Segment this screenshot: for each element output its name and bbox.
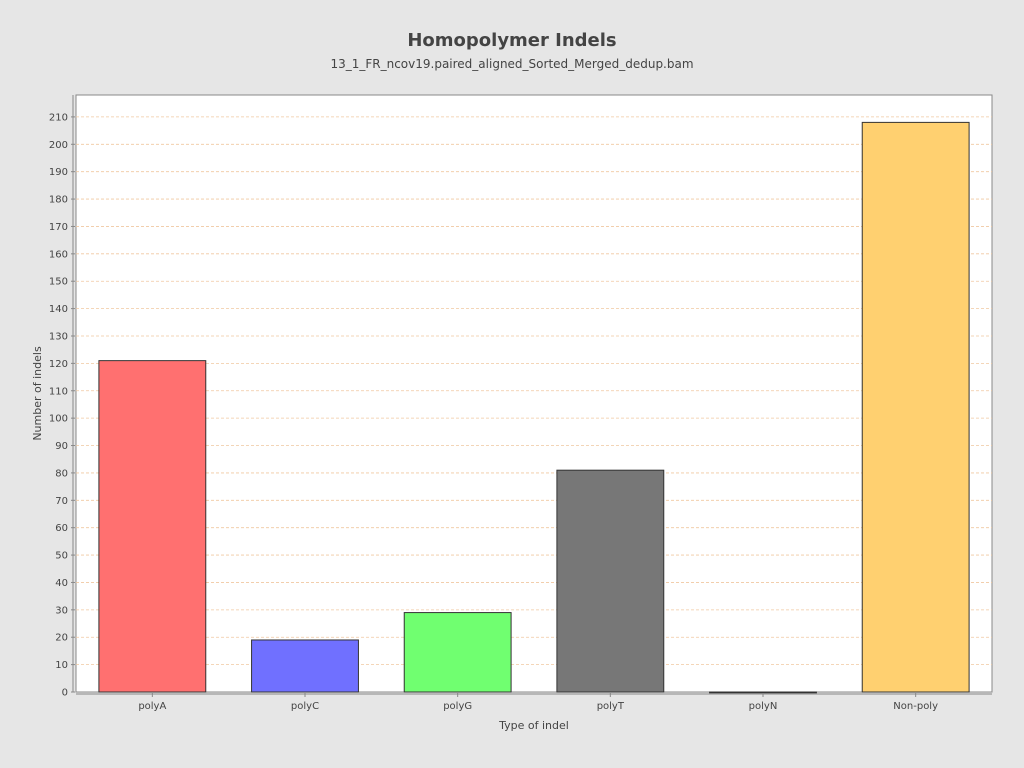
chart-subtitle: 13_1_FR_ncov19.paired_aligned_Sorted_Mer…	[330, 57, 694, 71]
y-tick-label: 200	[49, 140, 68, 151]
plot-area	[75, 94, 993, 693]
x-axis-ticks: polyA polyC polyG polyT polyN Non-poly	[138, 693, 938, 712]
y-tick-label: 90	[55, 441, 68, 452]
gridlines	[76, 116, 992, 666]
x-tick-label: polyG	[443, 701, 472, 712]
bars	[98, 121, 970, 694]
x-tick-label: polyN	[749, 701, 778, 712]
x-axis-label: Type of indel	[498, 719, 569, 732]
bar-polyn	[709, 691, 817, 694]
x-tick-label: polyC	[291, 701, 319, 712]
y-tick-label: 140	[49, 304, 68, 315]
y-tick-label: 100	[49, 414, 68, 425]
y-tick-label: 20	[55, 633, 68, 644]
y-tick-label: 110	[49, 386, 68, 397]
y-tick-label: 130	[49, 331, 68, 342]
y-tick-label: 10	[55, 660, 68, 671]
y-tick-label: 80	[55, 468, 68, 479]
y-tick-label: 150	[49, 277, 68, 288]
bar-non-poly	[861, 121, 970, 693]
x-tick-label: polyA	[138, 701, 166, 712]
chart-title: Homopolymer Indels	[407, 30, 617, 51]
y-tick-label: 120	[49, 359, 68, 370]
bar-polyc	[251, 639, 359, 693]
y-axis-ticks: 0 10 20 30 40 50 60 70 80 90 100 110 120 130 140 150 160…	[49, 112, 75, 699]
y-tick-label: 190	[49, 167, 68, 178]
y-tick-label: 70	[55, 496, 68, 507]
y-tick-label: 170	[49, 222, 68, 233]
y-tick-label: 160	[49, 249, 68, 260]
bar-polyt	[556, 469, 665, 693]
y-tick-label: 30	[55, 605, 68, 616]
x-tick-label: polyT	[597, 701, 625, 712]
bar-polyg	[403, 612, 512, 693]
y-tick-label: 180	[49, 195, 68, 206]
x-tick-label: Non-poly	[893, 701, 938, 712]
y-tick-label: 60	[55, 523, 68, 534]
y-tick-label: 40	[55, 578, 68, 589]
y-axis-label: Number of indels	[31, 346, 44, 441]
bar-polya	[98, 360, 207, 693]
y-tick-label: 210	[49, 112, 68, 123]
y-tick-label: 0	[62, 688, 68, 699]
y-tick-label: 50	[55, 551, 68, 562]
